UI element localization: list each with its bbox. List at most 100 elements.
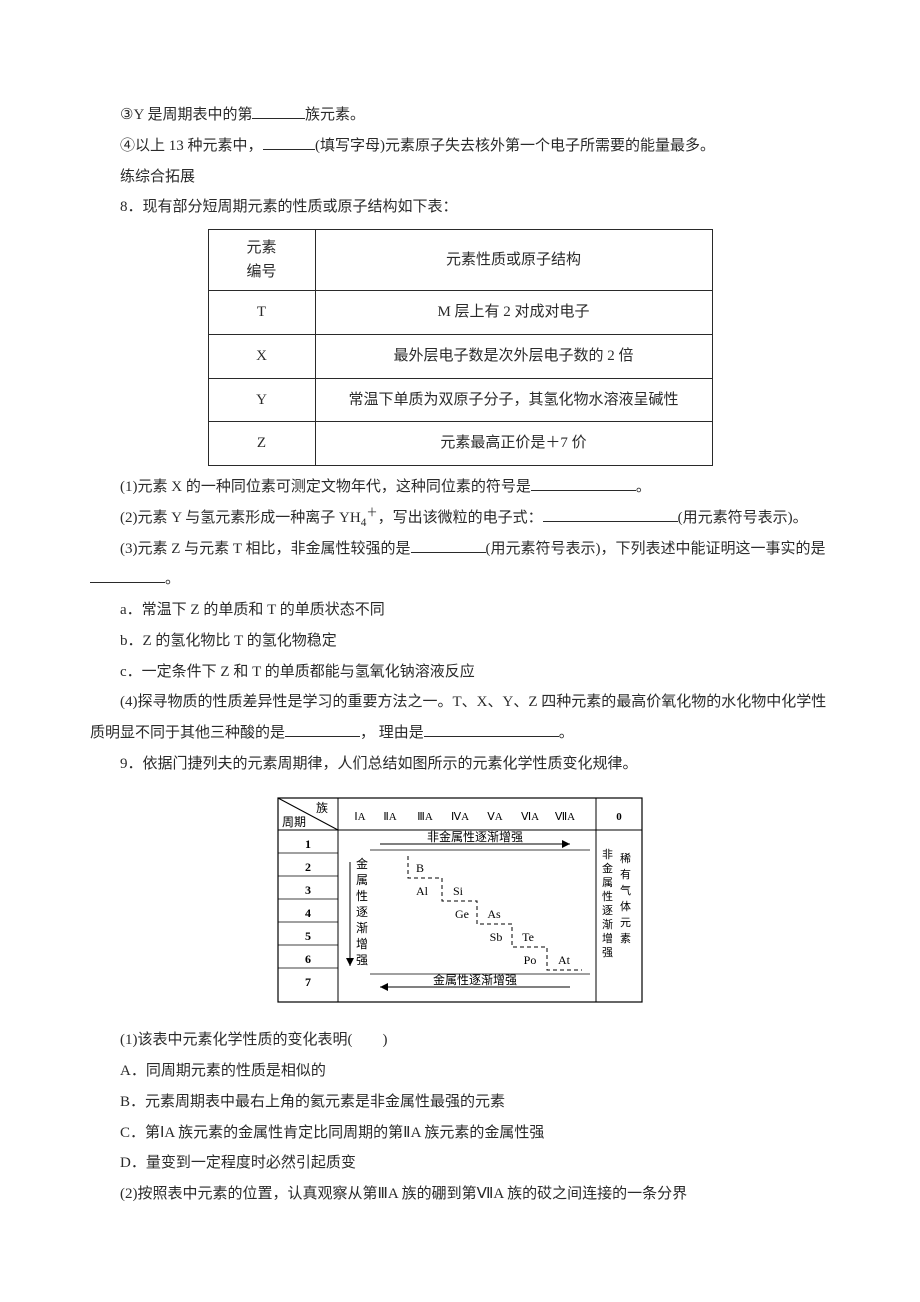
- svg-text:6: 6: [305, 952, 311, 966]
- table-cell: T: [208, 291, 315, 335]
- svg-text:渐: 渐: [602, 917, 613, 931]
- periodic-svg: 族 周期 ⅠA ⅡA ⅢA ⅣA ⅤA ⅥA ⅦA 0 1 2 3 4 5 6: [270, 790, 650, 1010]
- svg-text:Si: Si: [453, 884, 464, 898]
- svg-text:属: 属: [602, 876, 613, 889]
- text: (1)元素 X 的一种同位素可测定文物年代，这种同位素的符号是: [120, 479, 531, 495]
- item-3: ③Y 是周期表中的第 族元素。: [90, 100, 830, 131]
- table-cell: Z: [208, 422, 315, 466]
- fill-blank[interactable]: [543, 506, 678, 522]
- option-9D: D．量变到一定程度时必然引起质变: [90, 1148, 830, 1179]
- text: (用元素符号表示)。: [678, 510, 808, 526]
- fill-blank[interactable]: [252, 103, 305, 119]
- svg-text:5: 5: [305, 929, 311, 943]
- svg-text:B: B: [416, 861, 424, 875]
- table-row: T M 层上有 2 对成对电子: [208, 291, 712, 335]
- svg-text:7: 7: [305, 975, 311, 989]
- question-9-2: (2)按照表中元素的位置，认真观察从第ⅢA 族的硼到第ⅦA 族的砹之间连接的一条…: [90, 1179, 830, 1210]
- text: 。: [636, 479, 651, 495]
- svg-text:Al: Al: [416, 884, 429, 898]
- svg-text:逐: 逐: [602, 904, 613, 917]
- question-8-3: (3)元素 Z 与元素 T 相比，非金属性较强的是 (用元素符号表示)，下列表述中…: [90, 534, 830, 596]
- text: 编号: [246, 264, 276, 280]
- svg-text:强: 强: [602, 947, 613, 959]
- table-row: X 最外层电子数是次外层电子数的 2 倍: [208, 334, 712, 378]
- text: ③Y 是周期表中的第: [120, 107, 252, 123]
- svg-text:气: 气: [620, 883, 631, 897]
- table-header: 元素性质或原子结构: [315, 230, 712, 291]
- question-8-1: (1)元素 X 的一种同位素可测定文物年代，这种同位素的符号是 。: [90, 472, 830, 503]
- svg-text:3: 3: [305, 883, 311, 897]
- option-9C: C．第ⅠA 族元素的金属性肯定比同周期的第ⅡA 族元素的金属性强: [90, 1118, 830, 1149]
- option-a: a．常温下 Z 的单质和 T 的单质状态不同: [90, 595, 830, 626]
- text: 。: [165, 571, 180, 587]
- fill-blank[interactable]: [285, 721, 360, 737]
- text: ， 理由是: [360, 725, 424, 741]
- svg-text:1: 1: [305, 837, 311, 851]
- svg-text:强: 强: [356, 953, 368, 967]
- table-row: Z 元素最高正价是＋7 价: [208, 422, 712, 466]
- svg-text:体: 体: [620, 899, 631, 913]
- svg-text:Po: Po: [524, 953, 537, 967]
- table-row: Y 常温下单质为双原子分子，其氢化物水溶液呈碱性: [208, 378, 712, 422]
- question-9-1: (1)该表中元素化学性质的变化表明( ): [90, 1025, 830, 1056]
- text: (填写字母)元素原子失去核外第一个电子所需要的能量最多。: [315, 138, 715, 154]
- table-cell: M 层上有 2 对成对电子: [315, 291, 712, 335]
- fill-blank[interactable]: [90, 567, 165, 583]
- option-9B: B．元素周期表中最右上角的氦元素是非金属性最强的元素: [90, 1087, 830, 1118]
- table-cell: 最外层电子数是次外层电子数的 2 倍: [315, 334, 712, 378]
- svg-text:性: 性: [602, 889, 613, 903]
- text: 族元素。: [305, 107, 365, 123]
- corner-top: 族: [316, 801, 328, 815]
- svg-text:ⅡA: ⅡA: [383, 811, 396, 823]
- svg-text:ⅤA: ⅤA: [487, 811, 503, 823]
- option-c: c．一定条件下 Z 和 T 的单质都能与氢氧化钠溶液反应: [90, 657, 830, 688]
- fill-blank[interactable]: [424, 721, 559, 737]
- option-9A: A．同周期元素的性质是相似的: [90, 1056, 830, 1087]
- svg-text:稀: 稀: [620, 852, 631, 865]
- text: ，写出该微粒的电子式：: [378, 510, 543, 526]
- svg-text:性: 性: [356, 889, 368, 903]
- svg-text:ⅦA: ⅦA: [555, 811, 575, 823]
- text: 。: [559, 725, 574, 741]
- svg-text:渐: 渐: [356, 921, 368, 935]
- text: (3)元素 Z 与元素 T 相比，非金属性较强的是: [120, 541, 411, 557]
- svg-text:ⅣA: ⅣA: [451, 811, 469, 823]
- svg-text:2: 2: [305, 860, 311, 874]
- svg-text:素: 素: [620, 932, 631, 945]
- table-cell: 常温下单质为双原子分子，其氢化物水溶液呈碱性: [315, 378, 712, 422]
- question-8-4: (4)探寻物质的性质差异性是学习的重要方法之一。T、X、Y、Z 四种元素的最高价…: [90, 687, 830, 749]
- table-cell: X: [208, 334, 315, 378]
- table-cell: 元素最高正价是＋7 价: [315, 422, 712, 466]
- text: (用元素符号表示)，下列表述中能证明这一事实的是: [486, 541, 826, 557]
- table-cell: Y: [208, 378, 315, 422]
- svg-text:4: 4: [305, 906, 311, 920]
- text: ④以上 13 种元素中，: [120, 138, 263, 154]
- svg-text:ⅢA: ⅢA: [417, 811, 433, 823]
- svg-text:ⅠA: ⅠA: [354, 811, 365, 823]
- question-8-stem: 8．现有部分短周期元素的性质或原子结构如下表：: [90, 192, 830, 223]
- svg-text:Te: Te: [522, 930, 534, 944]
- table-header: 元素 编号: [208, 230, 315, 291]
- text: 元素: [246, 240, 276, 256]
- item-4: ④以上 13 种元素中， (填写字母)元素原子失去核外第一个电子所需要的能量最多。: [90, 131, 830, 162]
- fill-blank[interactable]: [531, 475, 636, 491]
- periodic-trend-figure: 族 周期 ⅠA ⅡA ⅢA ⅣA ⅤA ⅥA ⅦA 0 1 2 3 4 5 6: [90, 790, 830, 1022]
- svg-text:Ge: Ge: [455, 907, 469, 921]
- section-label: 练综合拓展: [90, 162, 830, 193]
- fill-blank[interactable]: [411, 537, 486, 553]
- option-b: b．Z 的氢化物比 T 的氢化物稳定: [90, 626, 830, 657]
- svg-text:属: 属: [356, 873, 368, 887]
- svg-text:有: 有: [620, 867, 631, 881]
- table-header-row: 元素 编号 元素性质或原子结构: [208, 230, 712, 291]
- svg-text:增: 增: [356, 937, 368, 951]
- corner-bottom: 周期: [282, 815, 306, 829]
- svg-text:非: 非: [602, 848, 613, 861]
- svg-text:Sb: Sb: [490, 930, 503, 944]
- fill-blank[interactable]: [263, 134, 316, 150]
- svg-text:金: 金: [356, 856, 368, 871]
- svg-text:增: 增: [602, 931, 613, 945]
- svg-text:逐: 逐: [356, 905, 368, 919]
- question-8-2: (2)元素 Y 与氢元素形成一种离子 YH4＋，写出该微粒的电子式：(用元素符号…: [90, 503, 830, 534]
- top-arrow-label: 非金属性逐渐增强: [427, 829, 523, 844]
- svg-text:0: 0: [616, 811, 622, 823]
